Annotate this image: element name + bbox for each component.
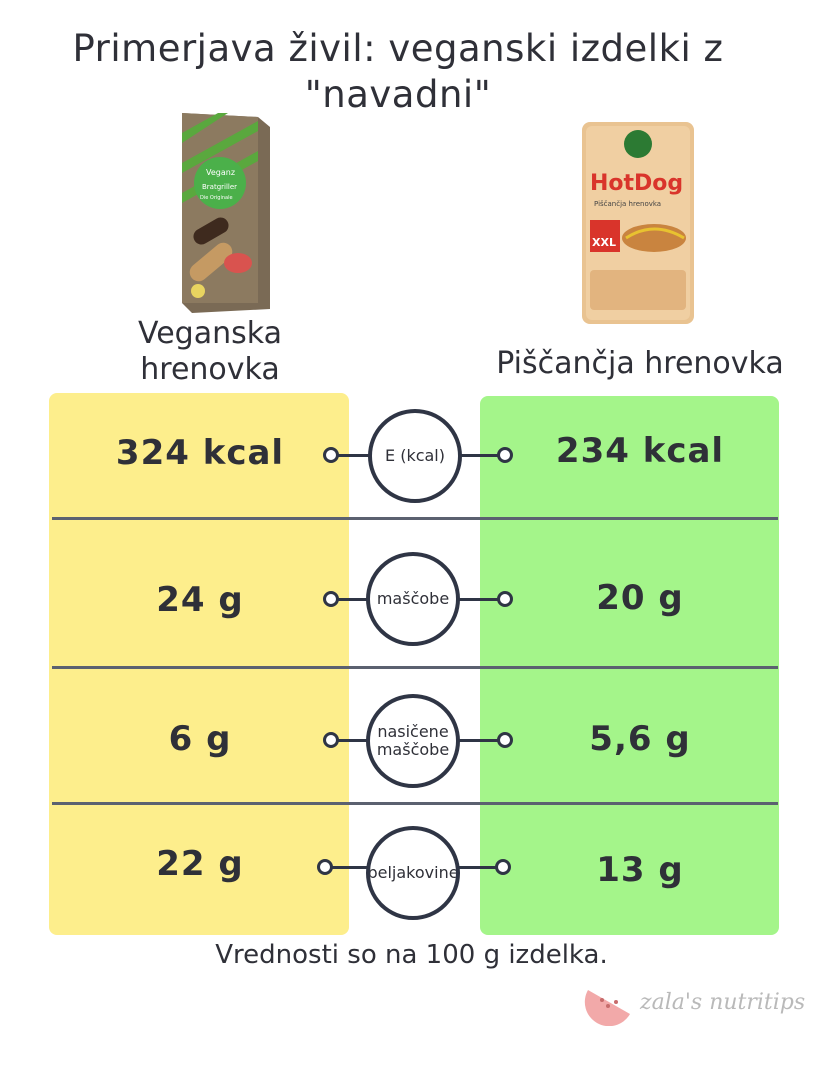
brand-signature: zala's nutritips	[640, 990, 806, 1015]
footnote: Vrednosti so na 100 g izdelka.	[215, 940, 608, 970]
vegan-sausage-package-image: Veganz Bratgriller Die Originale	[182, 113, 270, 313]
vegan-product-sublabel: Die Originale	[200, 195, 233, 201]
watermelon-logo-icon	[584, 990, 630, 1026]
connector-dot	[323, 591, 339, 607]
right-value-energy: 234 kcal	[555, 431, 725, 471]
left-value-fat: 24 g	[156, 580, 244, 620]
hotdog-size-label: XXL	[592, 236, 616, 249]
connector-dot	[323, 732, 339, 748]
right-panel	[480, 396, 779, 935]
left-panel	[49, 393, 349, 935]
right-product-name: Piščančja hrenovka	[496, 346, 784, 381]
row-divider	[52, 802, 778, 805]
label-energy: E (kcal)	[368, 409, 462, 503]
left-value-energy: 324 kcal	[115, 433, 285, 473]
label-saturated-fat: nasičene maščobe	[366, 694, 460, 788]
right-value-protein: 13 g	[596, 850, 684, 890]
connector-dot	[497, 591, 513, 607]
vegan-product-label: Bratgriller	[202, 183, 237, 191]
chicken-hotdog-package-image: HotDog Piščančja hrenovka XXL	[582, 122, 694, 324]
hotdog-product-label: Piščančja hrenovka	[594, 200, 661, 208]
vegan-brand-label: Veganz	[206, 168, 235, 177]
connector-dot	[317, 859, 333, 875]
left-product-name: Veganska hrenovka	[138, 316, 282, 387]
label-fat: maščobe	[366, 552, 460, 646]
label-protein: beljakovine	[366, 826, 460, 920]
connector-dot	[495, 859, 511, 875]
right-value-fat: 20 g	[596, 578, 684, 618]
connector-dot	[497, 447, 513, 463]
row-divider	[52, 666, 778, 669]
page-title: Primerjava živil: veganski izdelki z "na…	[72, 27, 724, 116]
right-value-saturated-fat: 5,6 g	[589, 719, 691, 759]
connector-dot	[323, 447, 339, 463]
hotdog-brand-label: HotDog	[590, 171, 683, 196]
left-value-protein: 22 g	[156, 844, 244, 884]
row-divider	[52, 517, 778, 520]
connector-dot	[497, 732, 513, 748]
left-value-saturated-fat: 6 g	[168, 719, 232, 759]
